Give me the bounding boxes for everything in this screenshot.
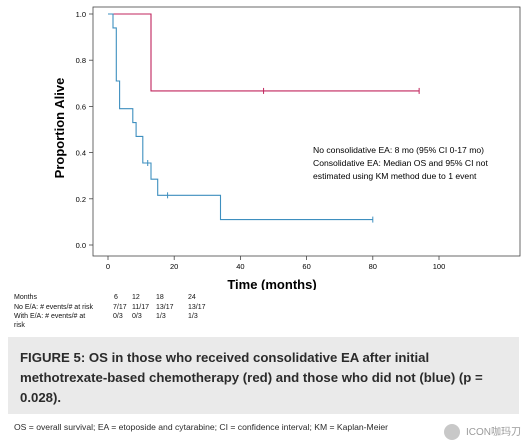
risk-header-label: Months	[14, 294, 37, 301]
x-tick-label: 20	[170, 262, 178, 271]
risk-cell: 0/3	[113, 313, 123, 320]
survival-curve-2	[108, 13, 373, 221]
risk-month-12: 12	[132, 294, 140, 301]
x-tick-label: 40	[236, 262, 244, 271]
x-axis-label: Time (months)	[227, 277, 316, 290]
x-tick-label: 60	[302, 262, 310, 271]
y-tick-label: 0.0	[76, 241, 86, 250]
curves	[108, 13, 420, 223]
risk-row-label: No E/A: # events/# at risk	[14, 304, 93, 311]
annotation-line-2: Consolidative EA: Median OS and 95% CI n…	[313, 158, 488, 168]
figure-caption-footnote: OS = overall survival; EA = etoposide an…	[14, 422, 389, 432]
figure-caption-title: FIGURE 5: OS in those who received conso…	[20, 350, 483, 405]
survival-curve-1	[108, 13, 420, 92]
risk-cell: 11/17	[132, 304, 149, 311]
risk-cell: 0/3	[132, 313, 142, 320]
y-tick-label: 0.6	[76, 102, 86, 111]
watermark-text: ICON咖玛刀	[466, 426, 521, 438]
risk-month-6: 6	[114, 294, 118, 301]
risk-cell: 7/17	[113, 304, 127, 311]
plot-frame	[92, 6, 521, 257]
x-tick-label: 80	[369, 262, 377, 271]
y-tick-label: 0.4	[76, 149, 86, 158]
risk-cell: 13/17	[188, 304, 206, 311]
risk-month-18: 18	[156, 294, 164, 301]
y-tick-label: 0.8	[76, 56, 86, 65]
annotation-line-1: No consolidative EA: 8 mo (95% CI 0-17 m…	[313, 145, 484, 155]
risk-cell: 13/17	[156, 304, 174, 311]
y-tick-label: 0.2	[76, 195, 86, 204]
watermark-logo-icon	[444, 424, 461, 440]
risk-month-24: 24	[188, 294, 196, 301]
risk-cell: 1/3	[156, 313, 166, 320]
risk-cell: 1/3	[188, 313, 198, 320]
x-tick-label: 0	[106, 262, 110, 271]
y-tick-label: 1.0	[76, 10, 86, 19]
km-chart: 0.0 0.2 0.4 0.6 0.8 1.0 0 20 40 60 80 100 Proportio…	[52, 6, 521, 290]
x-tick-label: 100	[433, 262, 446, 271]
risk-row-label-continued: risk	[14, 322, 25, 329]
risk-row-label: With E/A: # events/# at	[14, 313, 86, 320]
y-axis-label: Proportion Alive	[52, 78, 67, 179]
annotation-line-3: estimated using KM method due to 1 event	[313, 171, 477, 181]
watermark: ICON咖玛刀	[444, 423, 521, 440]
figure-caption-box: FIGURE 5: OS in those who received conso…	[8, 337, 519, 414]
chart-text: Proportion Alive Time (months) No consol…	[52, 78, 488, 290]
axes: 0.0 0.2 0.4 0.6 0.8 1.0 0 20 40 60 80 100	[76, 6, 521, 271]
